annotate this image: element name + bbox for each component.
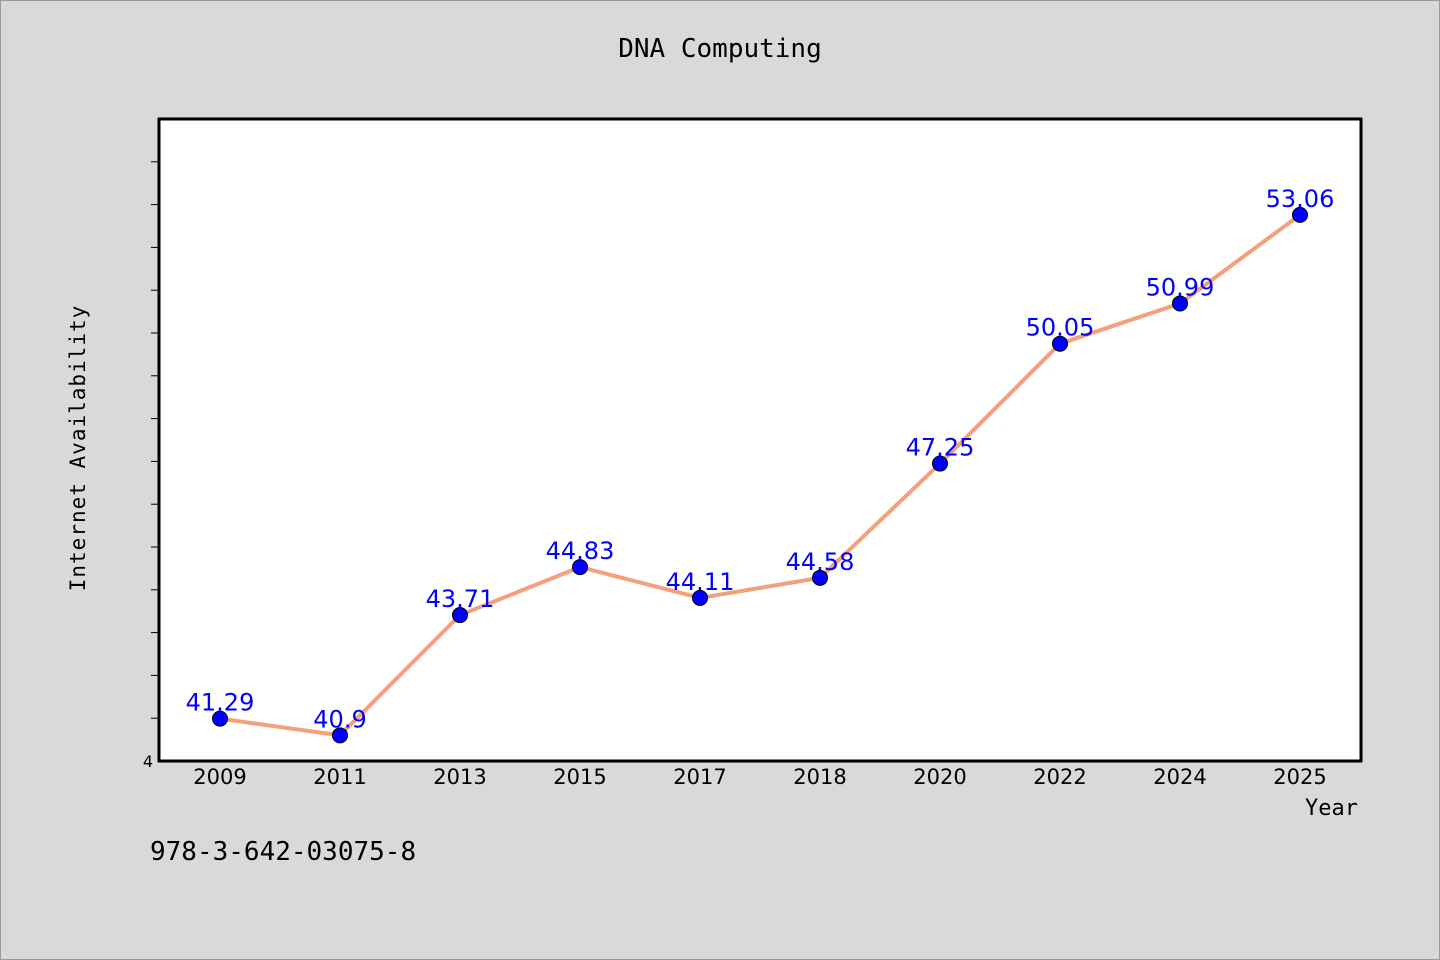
x-axis-ticks: 2009 2011 2013 2015 2017 2018 2020 2022 2024 2025 [193,765,1326,789]
data-label: 53.06 [1266,185,1335,213]
x-tick-label: 2018 [793,765,846,789]
data-label: 41.29 [186,689,255,717]
data-label: 44.58 [786,548,855,576]
x-tick-label: 2017 [673,765,726,789]
plot-area [157,117,1363,763]
x-tick-label: 2009 [193,765,246,789]
x-tick-label: 2025 [1273,765,1326,789]
data-point [1052,335,1068,352]
data-label: 43.71 [426,585,495,613]
y-tick-label: 4 [143,752,153,771]
series-line [219,213,1302,738]
data-point [212,710,228,727]
data-point [812,569,828,586]
series-group: 41.29 40.9 43.71 44.83 44.11 44.58 47.25 50.05 5… [186,185,1335,744]
data-label: 44.83 [546,537,615,565]
data-point [932,455,948,472]
data-point [692,589,708,606]
data-point [572,559,588,576]
isbn-text: 978-3-642-03075-8 [150,837,417,867]
data-label: 40.9 [313,705,366,733]
x-tick-label: 2024 [1153,765,1206,789]
data-point [332,727,348,744]
data-label: 50.05 [1026,314,1095,342]
x-tick-label: 2011 [313,765,366,789]
x-tick-label: 2022 [1033,765,1086,789]
data-point [1292,206,1308,223]
data-label: 47.25 [906,434,975,462]
x-tick-label: 2020 [913,765,966,789]
x-tick-label: 2013 [433,765,486,789]
data-label: 50.99 [1146,273,1215,301]
data-label: 44.11 [666,568,735,596]
chart-title: DNA Computing [618,34,822,64]
data-point [452,607,468,624]
x-axis-label: Year [1305,796,1358,821]
y-axis-ticks: 4 [143,161,159,771]
x-tick-label: 2015 [553,765,606,789]
data-point [1172,295,1188,312]
